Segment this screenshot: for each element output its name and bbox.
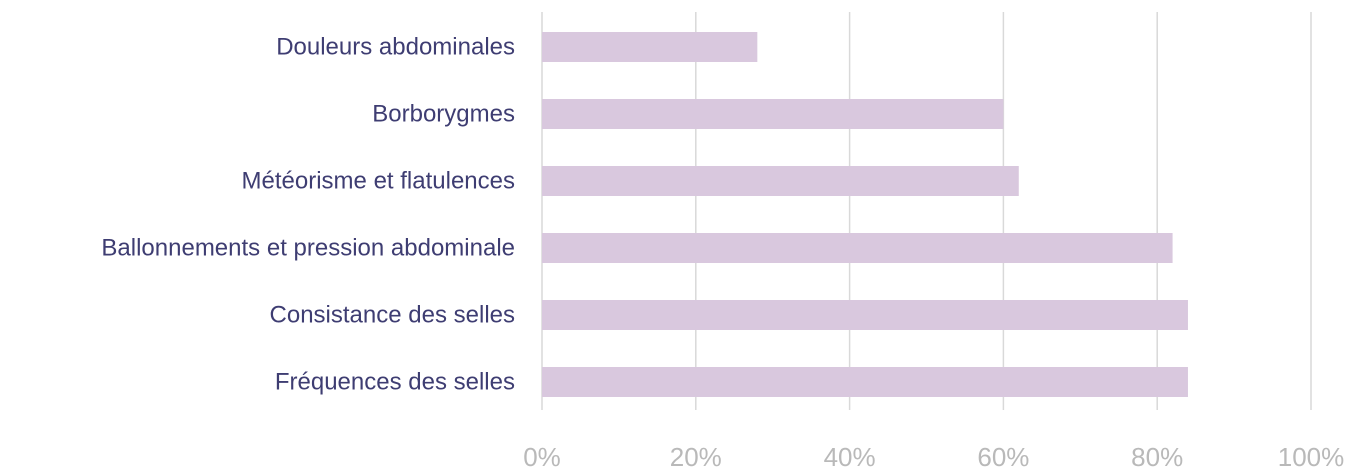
bars [542, 32, 1188, 397]
category-label: Ballonnements et pression abdominale [101, 235, 515, 262]
bar [542, 32, 758, 62]
x-tick-label: 0% [523, 442, 561, 472]
category-label: Consistance des selles [270, 302, 515, 329]
x-axis-tick-labels: 0% 20% 40% 60% 80% 100% [523, 442, 1344, 472]
bar [542, 166, 1019, 196]
x-tick-label: 80% [1131, 442, 1183, 472]
category-label: Borborygmes [372, 101, 515, 128]
category-label: Fréquences des selles [275, 369, 515, 396]
x-tick-label: 20% [670, 442, 722, 472]
x-tick-label: 100% [1278, 442, 1345, 472]
bar [542, 233, 1173, 263]
bar [542, 367, 1188, 397]
category-label: Douleurs abdominales [276, 34, 515, 61]
bar [542, 99, 1004, 129]
gridlines [541, 12, 1312, 410]
category-labels: Douleurs abdominales Borborygmes Météorism… [101, 34, 515, 396]
x-tick-label: 60% [977, 442, 1029, 472]
bar [542, 300, 1188, 330]
category-label: Météorisme et flatulences [242, 168, 515, 195]
x-tick-label: 40% [824, 442, 876, 472]
